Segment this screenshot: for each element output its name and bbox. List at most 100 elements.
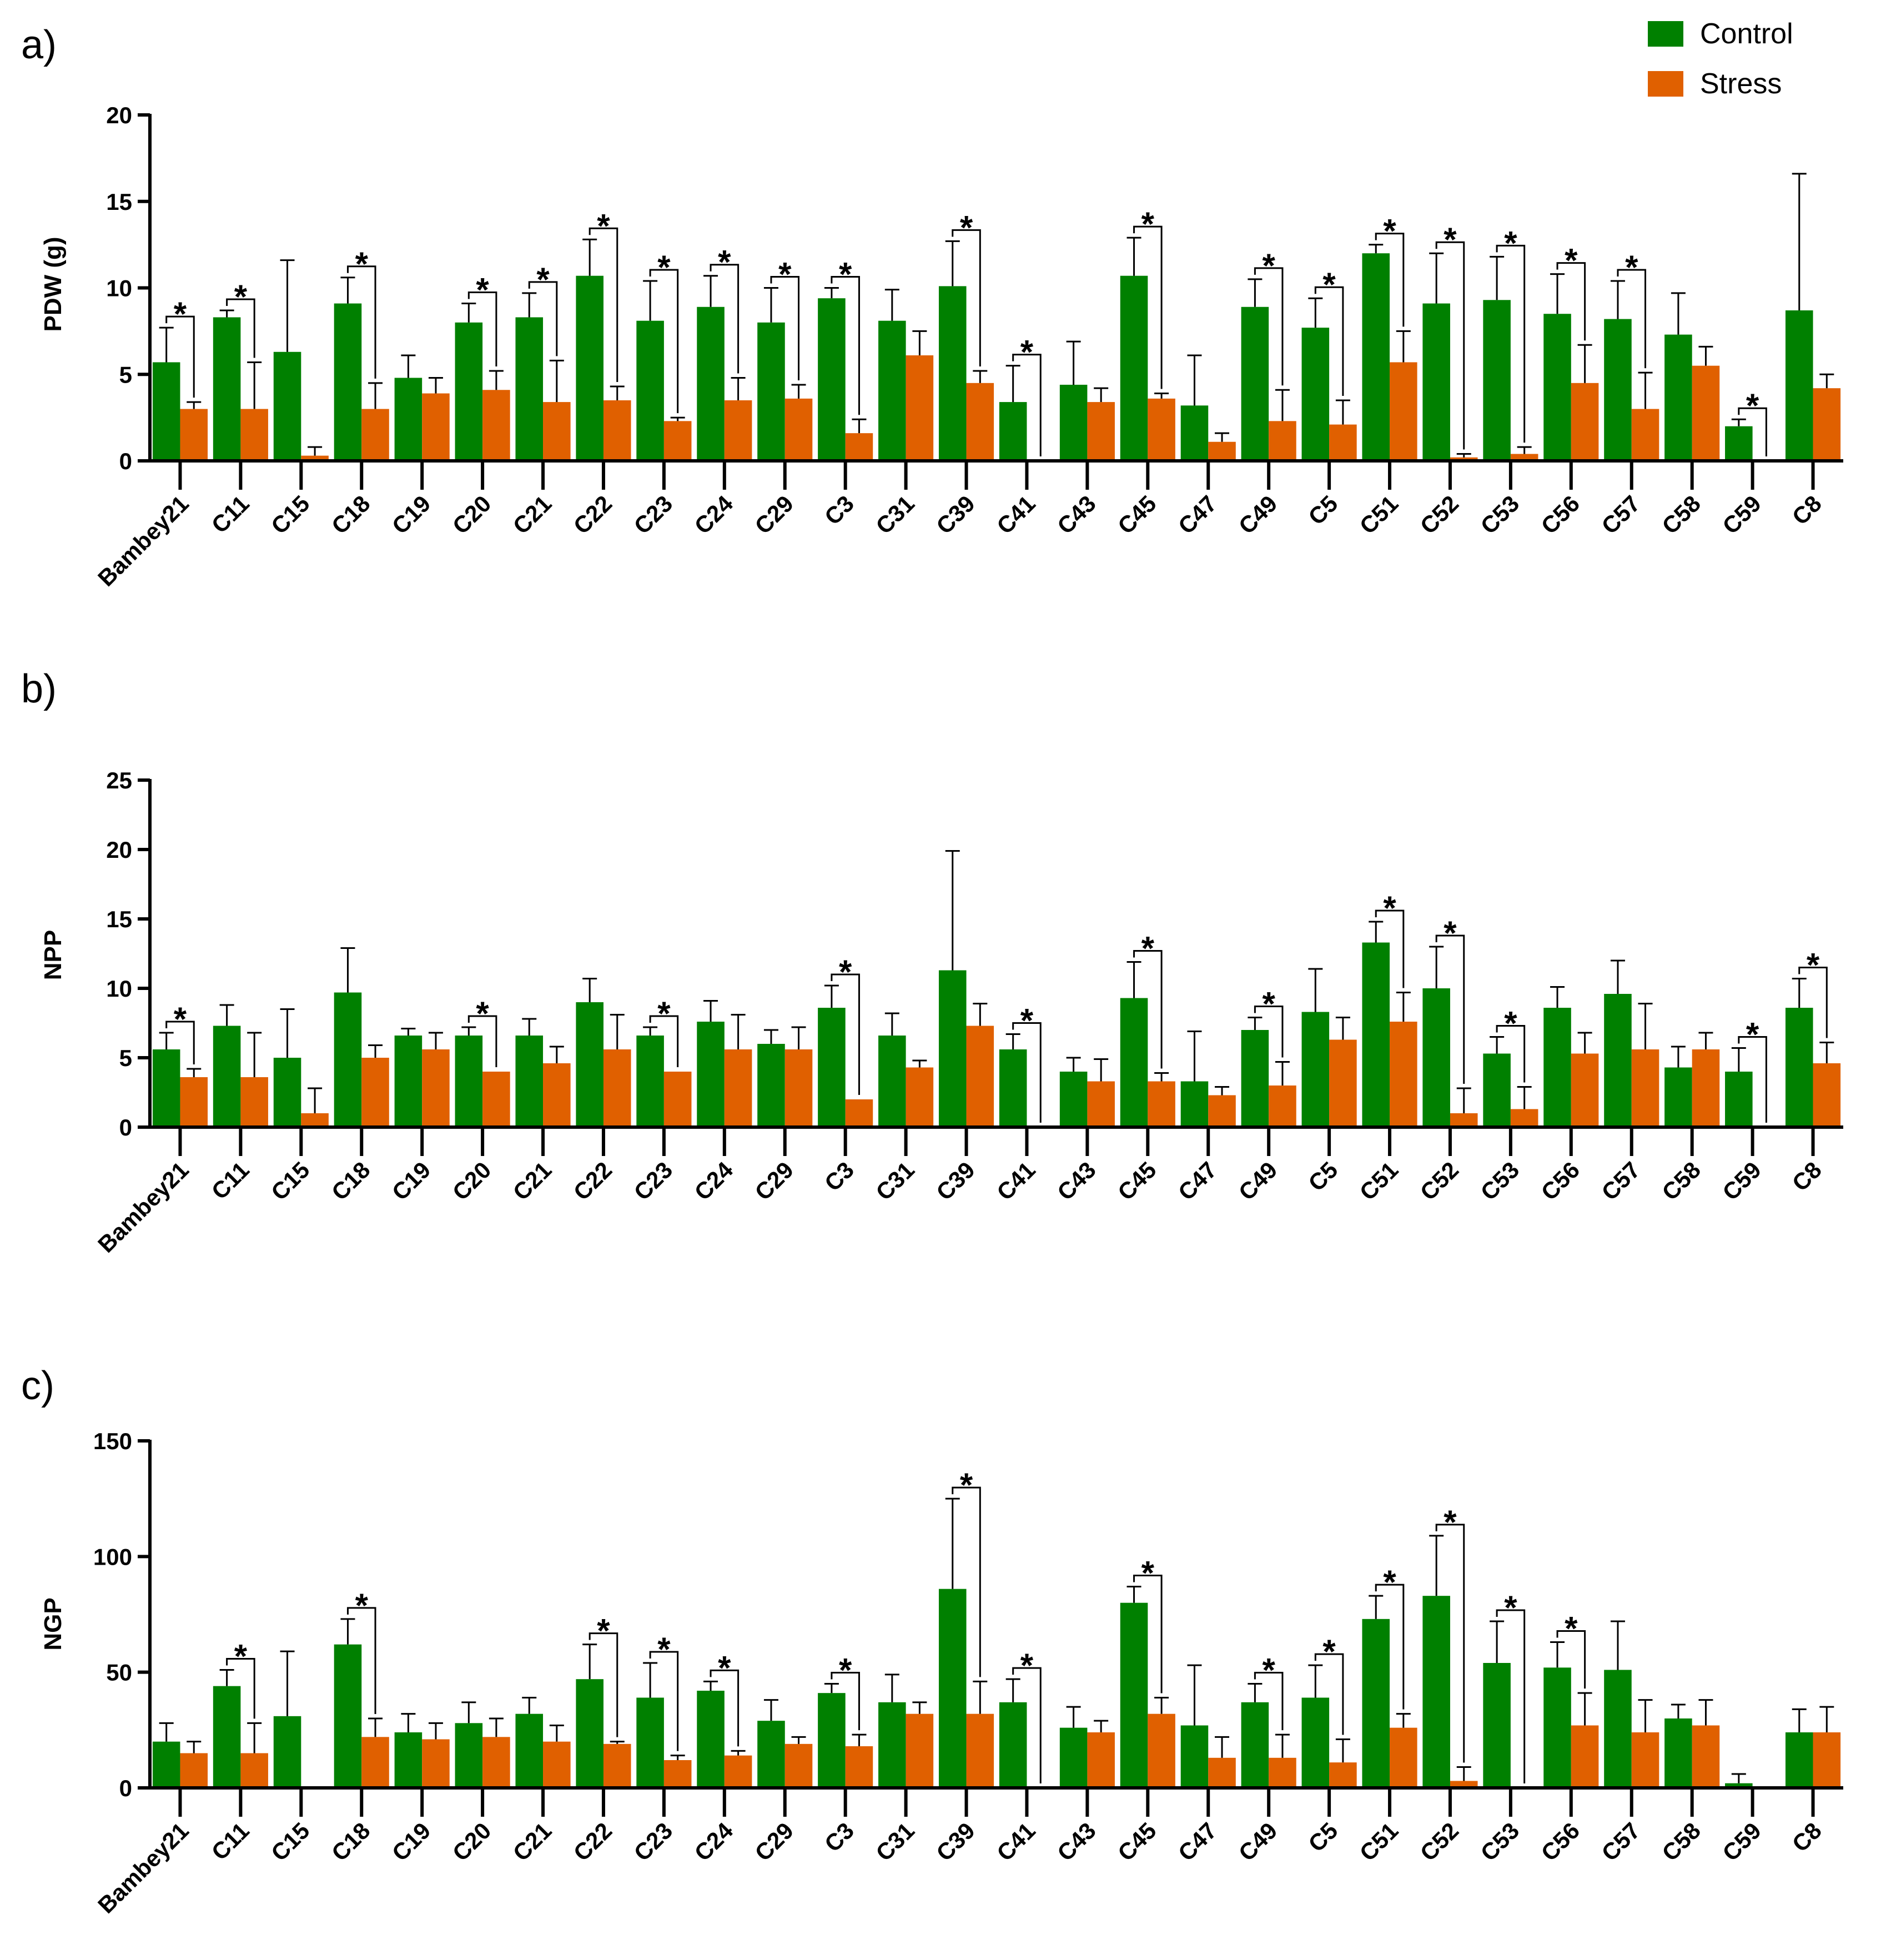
- bar-stress-b-c8: [1813, 1063, 1841, 1127]
- bar-stress-c-c21: [543, 1741, 571, 1788]
- bar-control-b-c57: [1604, 994, 1632, 1127]
- x-tick-label-b-c53: C53: [1476, 1157, 1525, 1205]
- bar-control-c-c23: [636, 1697, 664, 1788]
- significance-star-b-c3: *: [839, 953, 852, 991]
- panel-label-a: a): [21, 23, 57, 67]
- x-tick-label-a-c23: C23: [629, 490, 678, 539]
- x-tick-label-a-c3: C3: [819, 490, 859, 530]
- x-tick-label-b-c31: C31: [871, 1157, 919, 1205]
- bar-stress-a-c39: [966, 383, 994, 461]
- significance-star-b-c45: *: [1141, 930, 1155, 967]
- significance-star-a-c51: *: [1383, 213, 1396, 250]
- significance-bracket-b-c3: [831, 973, 860, 1095]
- bar-control-c-c57: [1604, 1670, 1632, 1788]
- bar-control-c-c58: [1664, 1718, 1692, 1788]
- x-tick-label-a-c53: C53: [1476, 490, 1525, 539]
- x-tick-label-c-c53: C53: [1476, 1817, 1525, 1866]
- x-tick-label-a-c41: C41: [992, 490, 1040, 539]
- bar-stress-a-c52: [1450, 457, 1478, 461]
- x-tick-label-b-c20: C20: [447, 1157, 496, 1205]
- bar-stress-c-c29: [784, 1743, 813, 1788]
- significance-star-a-c23: *: [657, 249, 671, 286]
- x-tick-label-a-c18: C18: [326, 490, 375, 539]
- panel-label-c: c): [21, 1364, 54, 1408]
- x-tick-label-b-c15: C15: [266, 1157, 315, 1205]
- significance-bracket-a-c53: [1496, 244, 1526, 443]
- bar-control-c-c18: [334, 1644, 362, 1788]
- bar-control-c-c19: [394, 1732, 423, 1788]
- bar-stress-c-c39: [966, 1713, 994, 1788]
- bar-stress-c-c49: [1269, 1757, 1296, 1788]
- x-tick-label-c-c8: C8: [1787, 1817, 1827, 1857]
- bar-stress-a-c8: [1813, 388, 1841, 461]
- bar-stress-b-c52: [1450, 1113, 1478, 1127]
- significance-bracket-b-c23: [649, 1015, 679, 1067]
- bar-control-c-c56: [1543, 1667, 1571, 1788]
- bar-control-a-c56: [1543, 314, 1571, 461]
- bar-stress-c-c19: [422, 1739, 450, 1788]
- bar-control-c-c47: [1180, 1725, 1209, 1788]
- significance-bracket-a-c23: [649, 269, 679, 414]
- significance-star-b-bambey21: *: [174, 1001, 187, 1038]
- y-tick-label-b-4: 20: [106, 837, 132, 863]
- legend-swatch-control: [1648, 21, 1683, 47]
- x-tick-label-c-c47: C47: [1173, 1817, 1222, 1866]
- bar-control-c-c8: [1785, 1732, 1813, 1788]
- y-tick-label-a-3: 15: [106, 189, 132, 215]
- panel-label-b: b): [21, 667, 57, 711]
- significance-bracket-a-c5: [1314, 286, 1344, 396]
- significance-star-a-c57: *: [1625, 249, 1638, 286]
- bar-stress-a-c20: [482, 390, 510, 461]
- significance-star-a-c18: *: [355, 245, 369, 283]
- bar-control-c-c53: [1483, 1663, 1511, 1788]
- x-tick-label-c-c22: C22: [569, 1817, 617, 1866]
- bar-stress-c-c43: [1087, 1732, 1115, 1788]
- bar-stress-c-c22: [603, 1743, 631, 1788]
- significance-star-c-c18: *: [355, 1587, 369, 1624]
- legend-label-control: Control: [1700, 18, 1793, 50]
- bar-control-c-c49: [1241, 1702, 1269, 1788]
- y-tick-label-a-4: 20: [106, 102, 132, 128]
- bar-stress-b-c23: [663, 1072, 692, 1127]
- bar-control-b-c11: [213, 1026, 241, 1127]
- bar-control-a-c20: [455, 322, 483, 461]
- bar-stress-a-c11: [240, 409, 268, 461]
- significance-bracket-c-c41: [1012, 1667, 1042, 1783]
- bar-stress-a-c43: [1087, 402, 1115, 461]
- significance-star-b-c53: *: [1504, 1005, 1517, 1042]
- bar-control-b-c23: [636, 1036, 664, 1127]
- bar-stress-c-c20: [482, 1737, 510, 1788]
- bar-stress-b-c56: [1571, 1053, 1599, 1127]
- bar-stress-a-c45: [1148, 398, 1175, 461]
- bar-control-a-c58: [1664, 334, 1692, 461]
- bar-control-c-c22: [576, 1679, 603, 1788]
- bar-control-b-c31: [878, 1036, 906, 1127]
- bar-stress-a-c22: [603, 400, 631, 461]
- bar-stress-b-c18: [361, 1058, 389, 1127]
- x-tick-label-b-c43: C43: [1052, 1157, 1101, 1205]
- significance-star-a-c39: *: [960, 209, 973, 246]
- significance-star-b-c51: *: [1383, 889, 1396, 927]
- bar-stress-a-c31: [906, 355, 934, 461]
- bar-control-c-c41: [999, 1702, 1027, 1788]
- y-axis-title-b: NPP: [39, 930, 67, 980]
- significance-bracket-a-c41: [1012, 354, 1042, 456]
- bar-control-a-c8: [1785, 310, 1813, 461]
- bar-stress-c-bambey21: [180, 1753, 208, 1788]
- significance-bracket-c-c45: [1133, 1575, 1163, 1693]
- significance-star-a-c49: *: [1262, 247, 1275, 284]
- bar-control-a-c39: [938, 286, 967, 461]
- bar-control-b-c49: [1241, 1030, 1269, 1127]
- bar-control-a-c24: [697, 306, 725, 461]
- x-tick-label-c-c41: C41: [992, 1817, 1040, 1866]
- significance-bracket-a-c59: [1738, 407, 1767, 456]
- x-tick-label-a-c45: C45: [1113, 490, 1161, 539]
- bar-control-a-c22: [576, 275, 603, 461]
- x-tick-label-b-c8: C8: [1787, 1157, 1827, 1196]
- bar-stress-b-c39: [966, 1026, 994, 1127]
- bar-control-b-c15: [273, 1058, 301, 1127]
- x-tick-label-b-c23: C23: [629, 1157, 678, 1205]
- y-tick-label-c-0: 0: [119, 1775, 132, 1801]
